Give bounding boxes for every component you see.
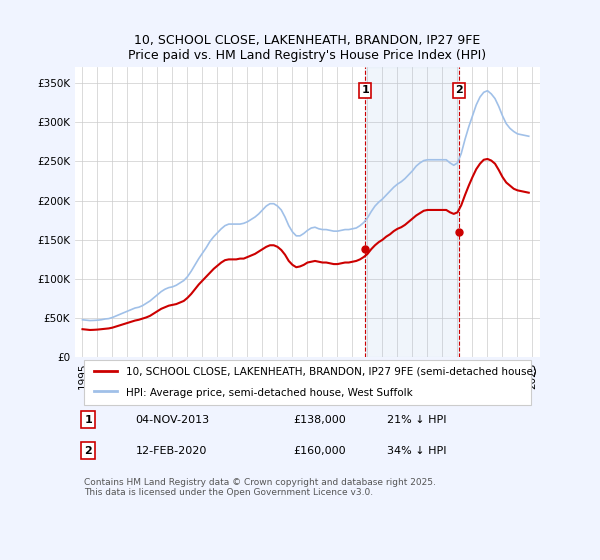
Text: £138,000: £138,000 — [293, 414, 346, 424]
Text: 21% ↓ HPI: 21% ↓ HPI — [386, 414, 446, 424]
Text: 2: 2 — [84, 446, 92, 456]
Text: 12-FEB-2020: 12-FEB-2020 — [136, 446, 207, 456]
Text: £160,000: £160,000 — [293, 446, 346, 456]
Text: 1: 1 — [361, 86, 369, 95]
Text: HPI: Average price, semi-detached house, West Suffolk: HPI: Average price, semi-detached house,… — [126, 388, 413, 398]
Text: Contains HM Land Registry data © Crown copyright and database right 2025.
This d: Contains HM Land Registry data © Crown c… — [84, 478, 436, 497]
Text: 2: 2 — [455, 86, 463, 95]
Title: 10, SCHOOL CLOSE, LAKENHEATH, BRANDON, IP27 9FE
Price paid vs. HM Land Registry': 10, SCHOOL CLOSE, LAKENHEATH, BRANDON, I… — [128, 34, 487, 62]
Text: 1: 1 — [84, 414, 92, 424]
Text: 34% ↓ HPI: 34% ↓ HPI — [386, 446, 446, 456]
FancyBboxPatch shape — [84, 360, 531, 405]
Text: 04-NOV-2013: 04-NOV-2013 — [136, 414, 209, 424]
Bar — [365, 67, 459, 357]
Text: 10, SCHOOL CLOSE, LAKENHEATH, BRANDON, IP27 9FE (semi-detached house): 10, SCHOOL CLOSE, LAKENHEATH, BRANDON, I… — [126, 366, 537, 376]
